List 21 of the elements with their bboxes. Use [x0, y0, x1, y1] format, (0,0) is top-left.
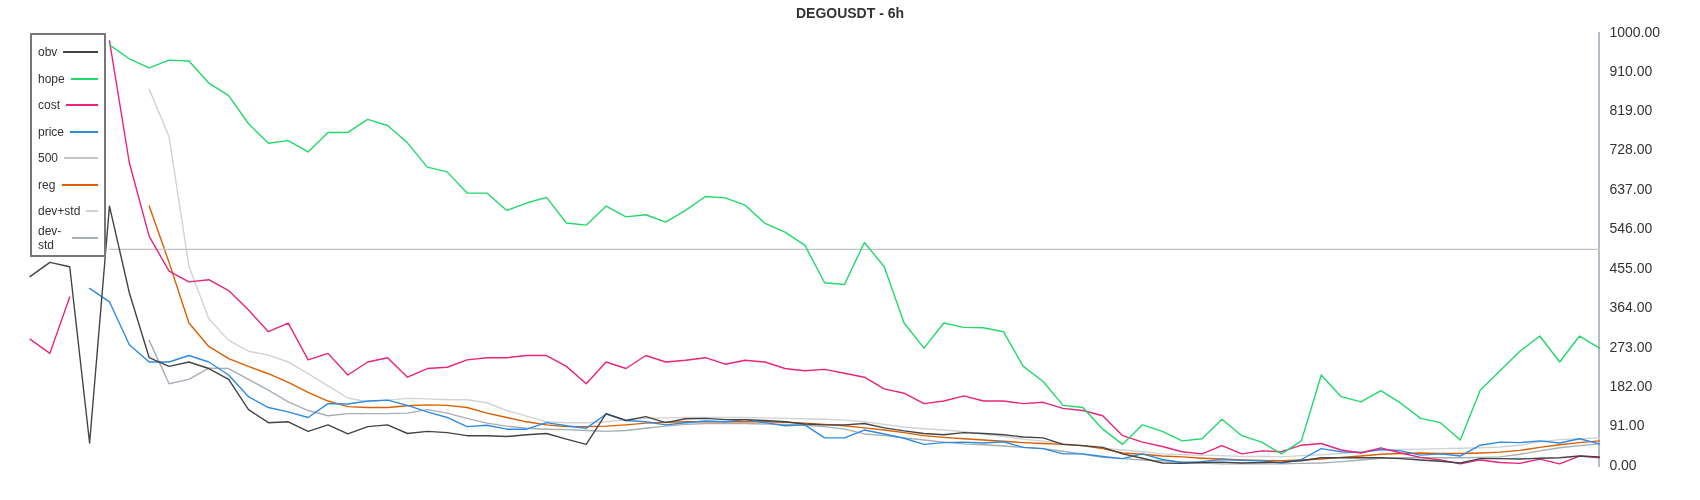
- y-tick-label: 364.00: [1609, 299, 1653, 316]
- legend-label: obv: [38, 45, 58, 60]
- chart-title: DEGOUSDT - 6h: [795, 5, 905, 22]
- legend-label: dev-std: [38, 223, 63, 252]
- y-tick-label: 91.00: [1609, 417, 1645, 434]
- y-tick-label: 182.00: [1609, 378, 1653, 395]
- y-tick-label: 546.00: [1609, 220, 1653, 237]
- legend-label: reg: [38, 177, 56, 192]
- y-tick-label: 273.00: [1609, 338, 1653, 355]
- legend-label: dev+std: [38, 204, 81, 219]
- legend-label: cost: [38, 98, 61, 113]
- y-tick-label: 819.00: [1609, 102, 1653, 119]
- y-tick-label: 0.00: [1609, 456, 1637, 473]
- legend-label: hope: [38, 71, 65, 86]
- y-tick-label: 455.00: [1609, 259, 1653, 276]
- legend-label: price: [38, 124, 65, 139]
- y-tick-label: 637.00: [1609, 180, 1653, 197]
- y-tick-label: 1000.00: [1609, 23, 1661, 40]
- y-tick-label: 910.00: [1609, 62, 1653, 79]
- legend-label: 500: [38, 151, 59, 166]
- y-tick-label: 728.00: [1609, 141, 1653, 158]
